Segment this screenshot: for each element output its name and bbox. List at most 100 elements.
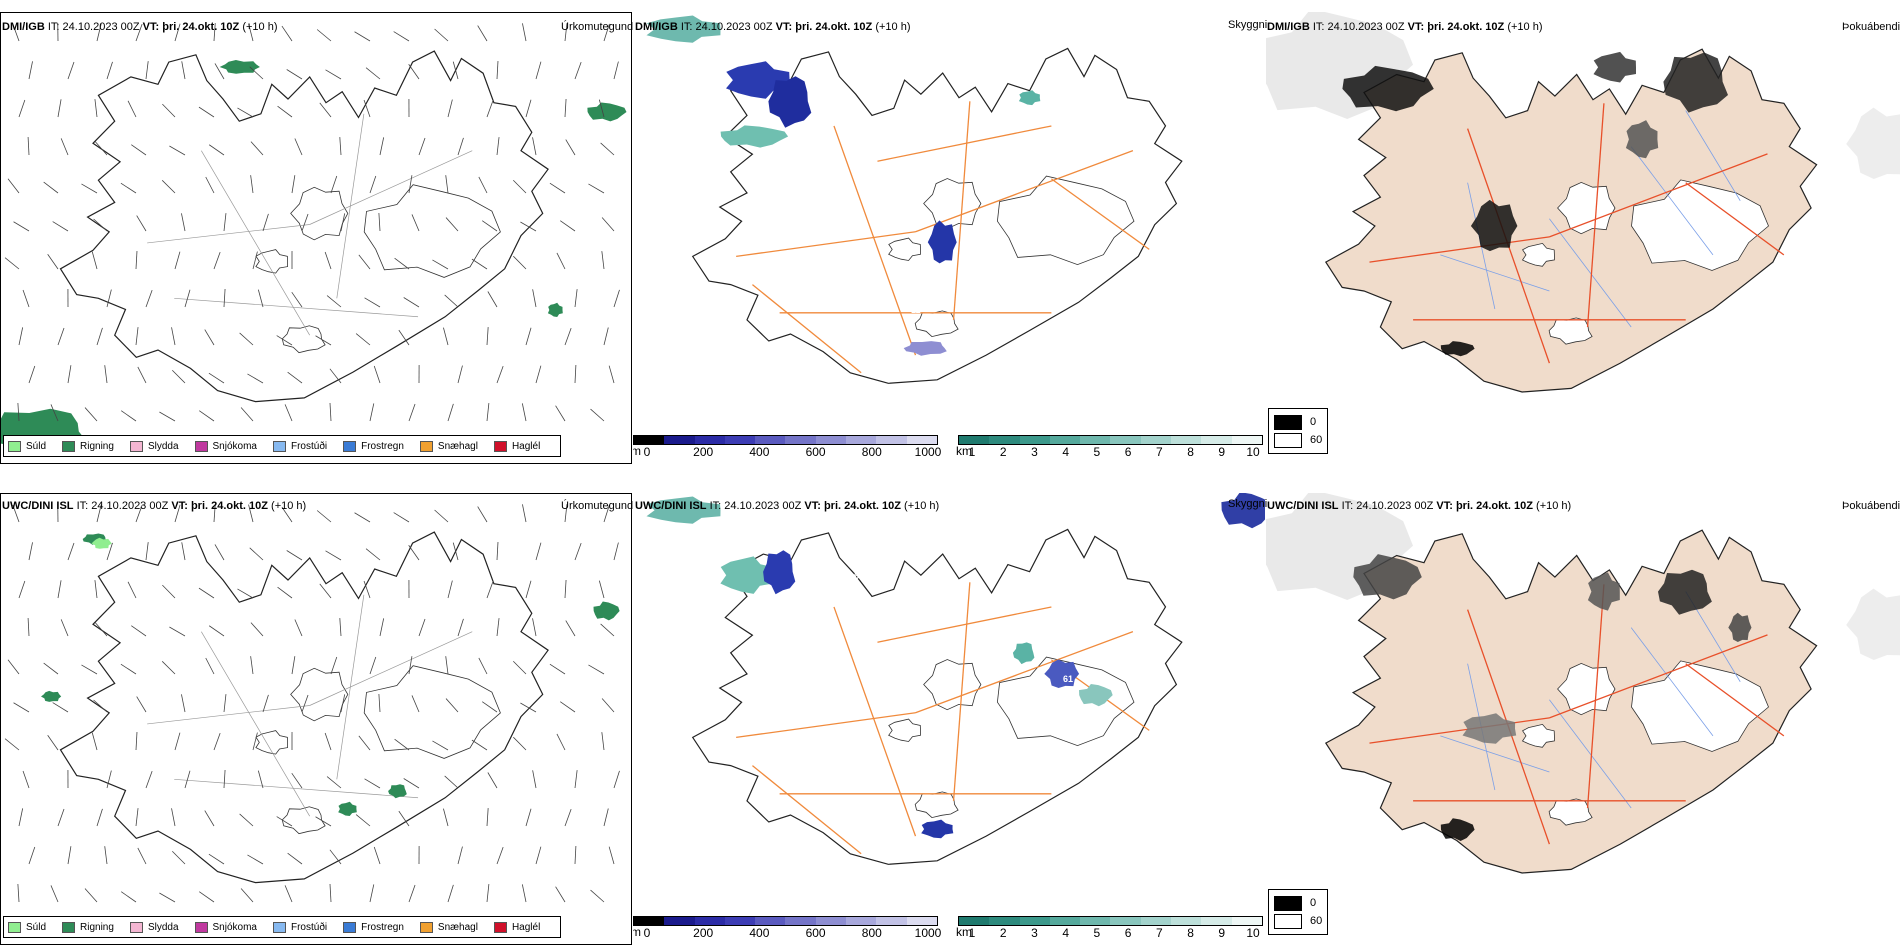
wind-barb bbox=[445, 698, 459, 713]
legend-item: Snjókoma bbox=[194, 440, 257, 452]
iceland-map bbox=[1, 50, 627, 456]
scale-tick-label: 10 bbox=[1246, 445, 1260, 459]
legend-label: 60 bbox=[1310, 915, 1323, 927]
wind-barb bbox=[512, 179, 527, 194]
wind-barb bbox=[443, 808, 449, 827]
legend-swatch bbox=[419, 921, 433, 933]
road-line bbox=[174, 778, 419, 799]
wind-barb bbox=[57, 327, 65, 346]
fog-panel-row1: 0 60 bbox=[1266, 12, 1900, 464]
river-line bbox=[1630, 146, 1714, 256]
wind-barb bbox=[208, 372, 225, 384]
wind-barb bbox=[486, 99, 494, 118]
scale-color-step bbox=[1019, 917, 1050, 925]
wind-barb bbox=[28, 365, 36, 384]
wind-barb bbox=[208, 853, 225, 865]
wind-barb bbox=[565, 139, 576, 156]
cloud-value-label: 61 bbox=[1063, 674, 1073, 684]
wind-barb bbox=[127, 581, 137, 599]
wind-barb bbox=[496, 61, 499, 80]
wind-barb bbox=[94, 141, 108, 156]
wind-barb bbox=[565, 620, 576, 637]
legend-item: Súld bbox=[8, 921, 46, 933]
wind-barb bbox=[169, 626, 186, 637]
glacier-outline bbox=[1631, 660, 1769, 752]
scale-tick-label: 400 bbox=[749, 926, 770, 940]
cloud-value-label: 11 bbox=[911, 305, 921, 315]
wind-barb bbox=[22, 770, 30, 789]
wind-barb bbox=[393, 512, 410, 523]
wind-barb bbox=[213, 732, 221, 751]
legend-swatch bbox=[1274, 895, 1302, 911]
scale-unit: m bbox=[633, 444, 641, 458]
wind-barb bbox=[120, 182, 137, 194]
wind-barb bbox=[457, 137, 464, 156]
legend-swatch bbox=[1274, 414, 1302, 430]
wind-barb bbox=[603, 327, 609, 346]
wind-barb bbox=[145, 542, 149, 561]
wind-barb bbox=[57, 99, 62, 118]
panel-title: Þokuábendi bbox=[1842, 500, 1900, 512]
wind-barb bbox=[13, 221, 30, 232]
legend-item: Frostregn bbox=[343, 921, 404, 933]
wind-barb bbox=[13, 702, 30, 713]
legend-label: Snjókoma bbox=[212, 921, 257, 933]
legend-swatch bbox=[8, 440, 21, 452]
scale-tick-label: 1 bbox=[968, 445, 976, 459]
wind-barb bbox=[257, 770, 264, 789]
legend-label: Slydda bbox=[147, 440, 179, 452]
wind-barb bbox=[340, 213, 346, 232]
wind-barb bbox=[532, 770, 537, 789]
wind-barb bbox=[262, 694, 269, 713]
legend-item: Frostúði bbox=[272, 921, 327, 933]
wind-barb bbox=[365, 548, 381, 561]
road-line bbox=[736, 712, 916, 739]
wind-barb bbox=[50, 404, 59, 422]
wind-barb bbox=[513, 255, 527, 270]
wind-barb bbox=[369, 656, 377, 675]
legend-label: Frostregn bbox=[361, 921, 404, 933]
scale-tick-label: 400 bbox=[749, 445, 770, 459]
wind-barb bbox=[94, 99, 98, 118]
wind-barb bbox=[600, 623, 615, 637]
scale-color-bar bbox=[958, 916, 1263, 926]
wind-barb bbox=[316, 29, 332, 42]
wind-barb bbox=[601, 217, 615, 232]
road-line bbox=[1685, 663, 1785, 737]
wind-barb bbox=[91, 732, 98, 751]
glacier-outline bbox=[888, 237, 921, 261]
wind-barb bbox=[17, 884, 20, 903]
wind-barb bbox=[535, 61, 542, 80]
panel-title: Úrkomutegund bbox=[561, 21, 634, 33]
wind-barb bbox=[408, 545, 420, 561]
wind-barb bbox=[136, 696, 147, 713]
wind-barb bbox=[496, 137, 500, 156]
wind-barb bbox=[27, 618, 30, 637]
legend-swatch bbox=[493, 921, 507, 933]
wind-barb bbox=[94, 622, 108, 637]
wind-barb bbox=[481, 220, 498, 232]
wind-barbs bbox=[4, 503, 620, 903]
wind-barb bbox=[174, 251, 181, 270]
scale-tick-label: 800 bbox=[861, 926, 882, 940]
scale-color-step bbox=[1231, 917, 1262, 925]
legend-label: Slydda bbox=[147, 921, 179, 933]
scale-tick-label: 1 bbox=[968, 926, 976, 940]
wind-barb bbox=[574, 61, 582, 80]
cloud-value-label: 10 bbox=[886, 94, 896, 104]
wind-barb bbox=[603, 23, 610, 42]
wind-barb bbox=[145, 61, 149, 80]
wind-barb bbox=[471, 258, 488, 270]
wind-barb bbox=[120, 663, 137, 675]
legend-label: Snæhagl bbox=[437, 440, 478, 452]
scale-color-step bbox=[664, 436, 695, 444]
wind-barb bbox=[601, 251, 605, 270]
wind-barb bbox=[486, 327, 489, 346]
wind-barb bbox=[319, 102, 332, 118]
panel-title: Skyggni bbox=[1228, 498, 1268, 510]
wind-barb bbox=[239, 813, 254, 827]
road-line bbox=[1586, 584, 1605, 809]
wind-barb bbox=[291, 291, 303, 308]
scale-unit: km bbox=[956, 925, 972, 939]
scale-tick-label: 200 bbox=[693, 926, 714, 940]
